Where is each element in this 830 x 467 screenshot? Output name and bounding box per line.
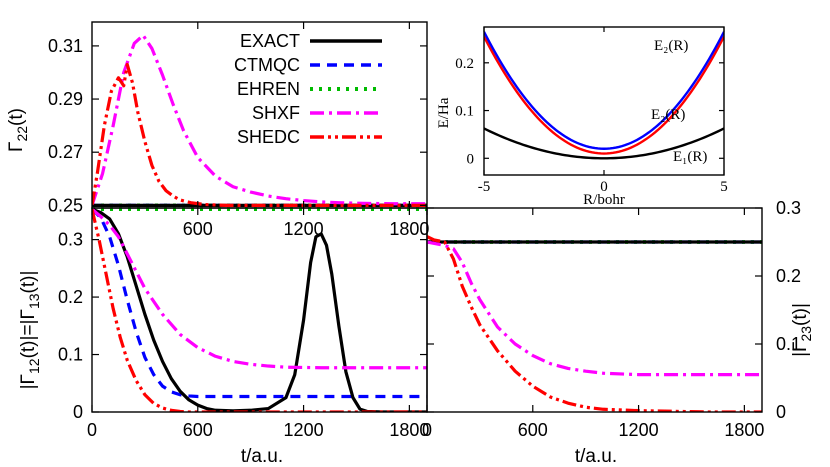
top-xtick-label: 600 [183,219,213,239]
top-ytick-label: 0.31 [48,36,83,56]
bottom-right-ytick-label: 0.1 [776,334,801,354]
inset-curve-e1 [484,127,724,160]
bottom-left-ytick-label: 0.3 [58,230,83,250]
bottom-right-ytick-label: 0 [776,402,786,422]
inset-annotation-e2-blue: E₂(R) [654,38,688,54]
top-ticks: 600 1200 1800 0.25 0.27 0.29 0.31 [48,22,429,239]
br-series [427,235,762,412]
inset-ytick-label: 0 [467,151,475,167]
inset-background [432,22,728,208]
legend-item-shxf: SHXF [252,103,382,123]
inset-annotation-e2-red: E₂(R) [651,107,685,123]
inset-ytick-label: 0.1 [455,104,474,120]
legend-label-ehren: EHREN [237,79,300,99]
inset-ytick-label: 0.2 [455,56,474,72]
panel-gamma12-gamma13: |Γ12(t)|=|Γ13(t)| t/a.u. 0 600 1200 180000.… [18,207,429,467]
inset-ticks: -5 0 500.10.2 [455,27,728,195]
bl-series [92,208,427,412]
panel-gamma22: Γ22(t) 600 1200 1800 0.25 0.27 0.29 0.31 EXACT… [6,21,429,239]
legend-item-shedc: SHEDC [237,127,382,147]
inset-curve-e2-red [484,35,724,155]
bottom-left-ytick-label: 0.1 [58,345,83,365]
bottom-left-xtick-label: 0 [87,420,97,440]
bottom-left-xtick-label: 1800 [389,420,429,440]
bottom-right-ytick-label: 0.2 [776,266,801,286]
br-plot-frame [426,207,763,413]
top-ytick-label: 0.29 [48,89,83,109]
top-series-shxf [92,33,427,206]
bottom-right-ytick-label: 0.3 [776,198,801,218]
bottom-left-series-ctmqc [92,208,427,399]
top-ylabel: Γ22(t) [6,108,30,152]
legend-item-ehren: EHREN [237,79,382,99]
inset-ylabel: E/Ha [436,97,452,128]
bottom-right-xtick-label: 1200 [619,420,659,440]
legend: EXACT CTMQC EHREN SHXF SHEDC [234,31,382,147]
bottom-left-series-exact [92,208,427,412]
inset-xtick-label: -5 [478,179,491,195]
bottom-right-xtick-label: 1800 [724,420,764,440]
top-series-shedc [92,62,427,207]
bottom-left-xtick-label: 1200 [284,420,324,440]
legend-label-ctmqc: CTMQC [234,55,300,75]
top-series [92,33,427,208]
top-ytick-label: 0.27 [48,142,83,162]
panel-gamma23: |Γ23(t)| t/a.u. 0 600 1200 1800 0 0.1 0.2 0.3 [422,198,814,467]
br-ylabel: |Γ23(t)| [790,303,814,357]
inset-xlabel: R/bohr [583,192,625,208]
bottom-right-xtick-label: 0 [422,420,432,440]
bottom-left-ytick-label: 0.2 [58,287,83,307]
bottom-left-series-shxf [92,208,427,370]
top-xtick-label: 1200 [284,219,324,239]
legend-label-shxf: SHXF [252,103,300,123]
panel-inset-energies: E/Ha R/bohr -5 0 500.10.2 E₂(R) E₂(R) E₁(R… [432,22,728,208]
inset-annotation-e1: E₁(R) [673,149,707,165]
bottom-left-series-shedc [92,208,427,412]
inset-xtick-label: 0 [600,179,608,195]
inset-series [484,31,724,160]
top-xtick-label: 1800 [389,219,429,239]
bottom-left-ytick-label: 0 [73,402,83,422]
bl-xlabel: t/a.u. [241,446,283,467]
inset-plot-frame [483,26,725,176]
bottom-left-xtick-label: 600 [183,420,213,440]
br-ticks: 0 600 1200 1800 0 0.1 0.2 0.3 [422,198,801,440]
bottom-right-series-shxf [427,240,762,377]
br-xlabel: t/a.u. [575,446,617,467]
legend-label-exact: EXACT [240,31,300,51]
bl-ylabel: |Γ12(t)|=|Γ13(t)| [18,271,42,390]
legend-item-ctmqc: CTMQC [234,55,382,75]
legend-label-shedc: SHEDC [237,127,300,147]
top-ytick-label: 0.25 [48,195,83,215]
bottom-right-series-shedc [427,235,762,412]
legend-item-exact: EXACT [240,31,382,51]
inset-curve-e2-blue [484,31,724,150]
bottom-right-xtick-label: 600 [518,420,548,440]
inset-xtick-label: 5 [720,179,728,195]
